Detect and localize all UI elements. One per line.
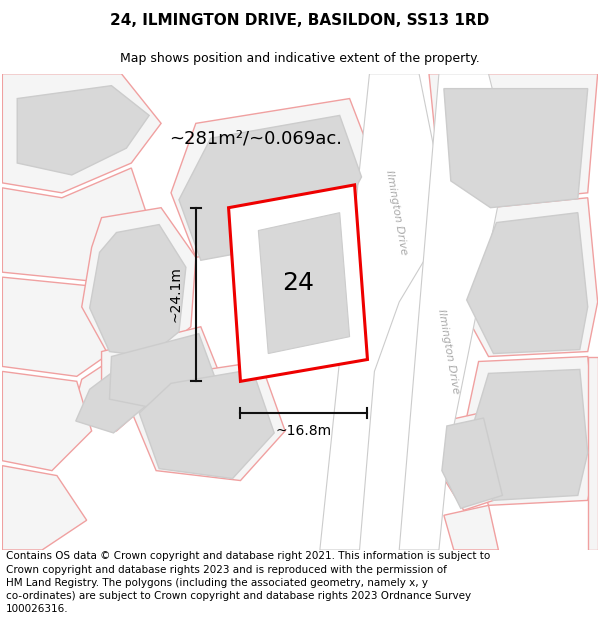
Polygon shape xyxy=(459,198,598,356)
Polygon shape xyxy=(399,74,508,550)
Polygon shape xyxy=(439,411,508,510)
Polygon shape xyxy=(2,466,86,550)
Polygon shape xyxy=(89,224,186,356)
Polygon shape xyxy=(72,347,156,431)
Polygon shape xyxy=(179,116,362,260)
Polygon shape xyxy=(588,356,598,550)
Polygon shape xyxy=(464,356,598,506)
Polygon shape xyxy=(2,168,156,282)
Polygon shape xyxy=(2,371,92,471)
Polygon shape xyxy=(467,213,588,354)
Polygon shape xyxy=(131,361,285,481)
Polygon shape xyxy=(139,369,274,479)
Text: ~24.1m: ~24.1m xyxy=(169,267,183,322)
Text: Map shows position and indicative extent of the property.: Map shows position and indicative extent… xyxy=(120,52,480,64)
Polygon shape xyxy=(259,213,350,354)
Polygon shape xyxy=(17,86,149,175)
Text: 24: 24 xyxy=(282,271,314,296)
Polygon shape xyxy=(429,74,598,202)
Text: Contains OS data © Crown copyright and database right 2021. This information is : Contains OS data © Crown copyright and d… xyxy=(6,551,490,614)
Polygon shape xyxy=(82,208,196,356)
Polygon shape xyxy=(470,369,588,501)
Text: ~16.8m: ~16.8m xyxy=(276,424,332,438)
Polygon shape xyxy=(229,185,367,381)
Text: ~281m²/~0.069ac.: ~281m²/~0.069ac. xyxy=(169,129,342,148)
Text: 24, ILMINGTON DRIVE, BASILDON, SS13 1RD: 24, ILMINGTON DRIVE, BASILDON, SS13 1RD xyxy=(110,13,490,28)
Polygon shape xyxy=(444,89,588,208)
Polygon shape xyxy=(442,418,502,508)
Polygon shape xyxy=(76,359,149,433)
Polygon shape xyxy=(2,74,161,192)
Text: Ilmington Drive: Ilmington Drive xyxy=(436,308,461,395)
Polygon shape xyxy=(110,334,215,411)
Text: Ilmington Drive: Ilmington Drive xyxy=(384,169,409,256)
Polygon shape xyxy=(2,277,127,376)
Polygon shape xyxy=(444,506,499,550)
Polygon shape xyxy=(171,99,374,258)
Polygon shape xyxy=(320,74,439,550)
Polygon shape xyxy=(101,327,221,411)
